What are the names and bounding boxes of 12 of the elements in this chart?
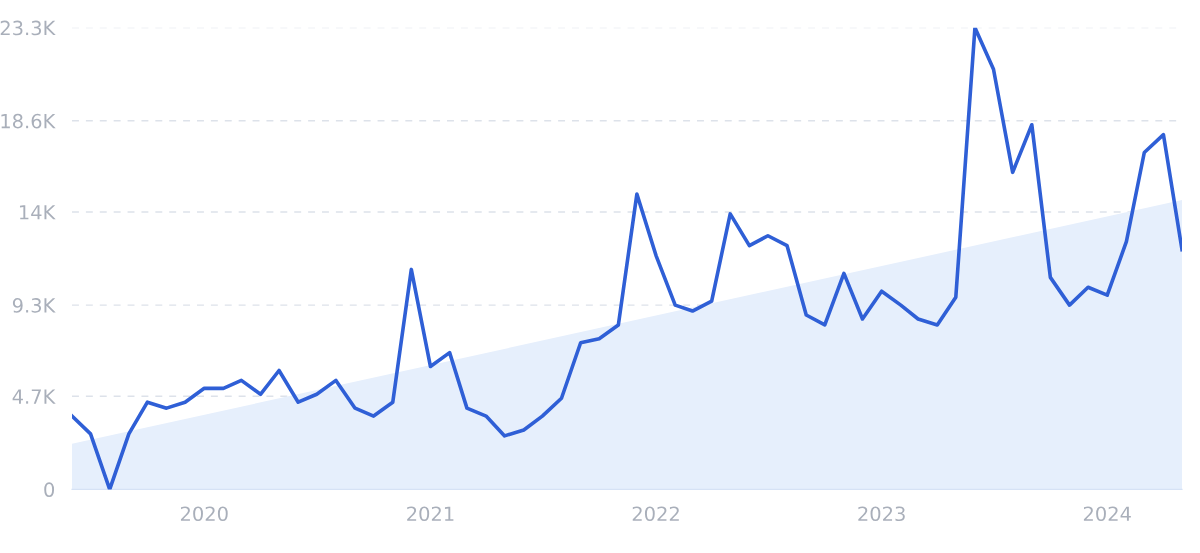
line-series <box>72 27 1182 490</box>
y-tick-label: 9.3K <box>12 298 56 313</box>
y-tick-label: 14K <box>19 205 56 220</box>
y-tick-label: 0 <box>44 482 55 498</box>
x-tick-label: 2023 <box>858 506 905 522</box>
y-tick-label: 18.6K <box>1 113 56 129</box>
x-tick-label: 2021 <box>407 506 454 522</box>
x-tick-label: 2024 <box>1083 506 1131 522</box>
x-tick-label: 2022 <box>632 506 679 522</box>
y-tick-label: 4.7K <box>12 389 56 404</box>
y-tick-label: 23.3K <box>0 20 56 36</box>
x-tick-label: 2020 <box>180 506 228 522</box>
